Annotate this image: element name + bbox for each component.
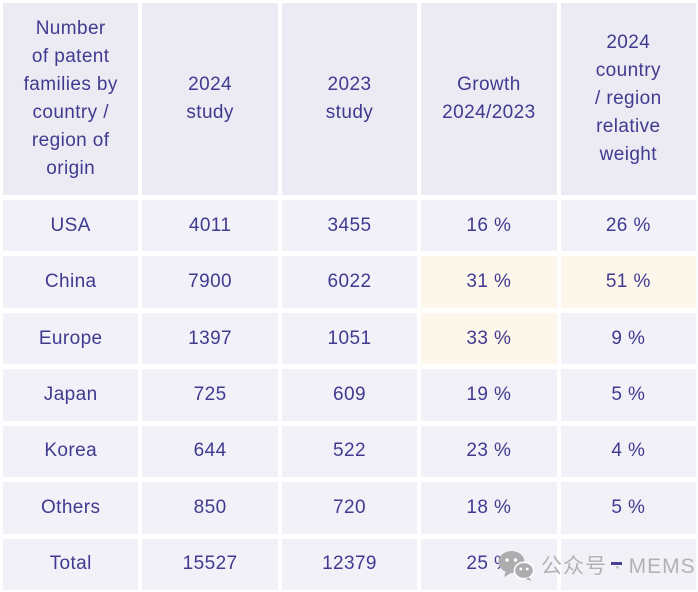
japan-2024-study: 725 <box>142 369 278 421</box>
wechat-watermark: 公众号 · MEMS <box>498 547 696 583</box>
header-patent-families: Number of patent families by country / r… <box>3 3 139 195</box>
header-growth: Growth 2024/2023 <box>421 3 557 195</box>
china-row-label: China <box>3 256 139 308</box>
watermark-text: 公众号 · MEMS <box>541 555 696 578</box>
obscured-value-trace <box>611 562 622 565</box>
header-relative-weight: 2024 country / region relative weight <box>560 3 696 195</box>
usa-row-label: USA <box>3 200 139 252</box>
europe-row-label: Europe <box>3 312 139 365</box>
china-growth: 31 % <box>421 256 557 308</box>
others-row-label: Others <box>3 482 139 534</box>
header-2023-study: 2023 study <box>281 3 418 195</box>
usa-2023-study: 3455 <box>281 200 418 252</box>
europe-growth: 33 % <box>421 312 557 365</box>
japan-weight: 5 % <box>560 369 696 421</box>
usa-weight: 26 % <box>560 200 696 252</box>
china-weight: 51 % <box>560 256 696 308</box>
total-weight <box>560 538 696 590</box>
others-growth: 18 % <box>421 482 557 534</box>
korea-weight: 4 % <box>560 425 696 478</box>
header-2024-study: 2024 study <box>142 3 278 195</box>
korea-2024-study: 644 <box>142 425 278 478</box>
japan-row-label: Japan <box>3 369 139 421</box>
wechat-icon <box>498 550 534 581</box>
china-2024-study: 7900 <box>142 256 278 308</box>
korea-row-label: Korea <box>3 425 139 478</box>
total-2023-study: 12379 <box>281 538 418 590</box>
europe-2024-study: 1397 <box>142 312 278 365</box>
korea-growth: 23 % <box>421 425 557 478</box>
europe-weight: 9 % <box>560 312 696 365</box>
total-growth: 25 % <box>421 538 557 590</box>
korea-2023-study: 522 <box>281 425 418 478</box>
others-2023-study: 720 <box>281 482 418 534</box>
japan-2023-study: 609 <box>281 369 418 421</box>
others-2024-study: 850 <box>142 482 278 534</box>
japan-growth: 19 % <box>421 369 557 421</box>
usa-2024-study: 4011 <box>142 200 278 252</box>
europe-2023-study: 1051 <box>281 312 418 365</box>
china-2023-study: 6022 <box>281 256 418 308</box>
total-row-label: Total <box>3 538 139 590</box>
total-2024-study: 15527 <box>142 538 278 590</box>
usa-growth: 16 % <box>421 200 557 252</box>
others-weight: 5 % <box>560 482 696 534</box>
